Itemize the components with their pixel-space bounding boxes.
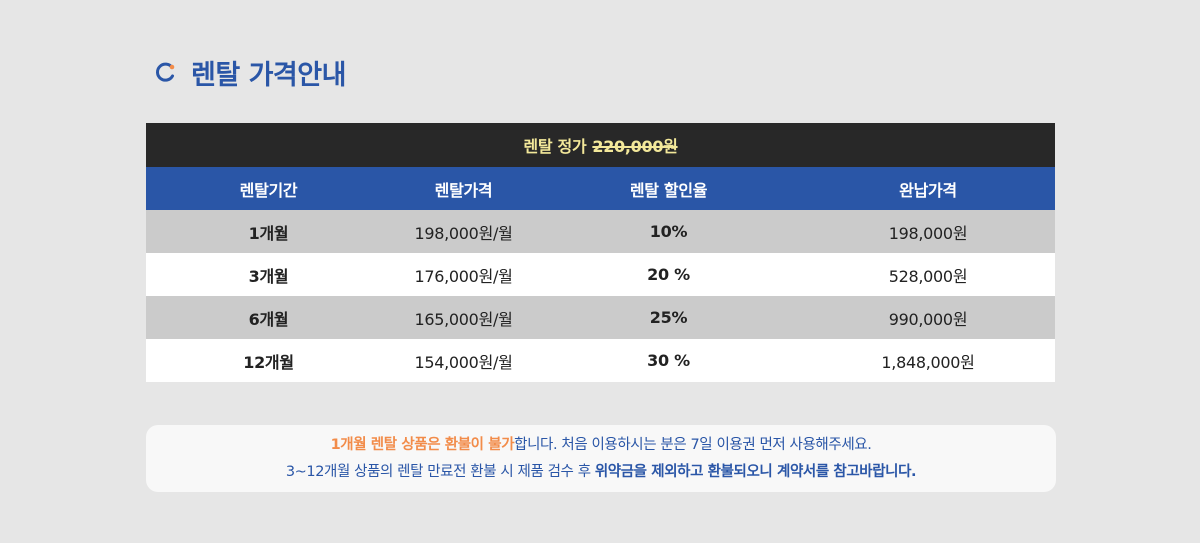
page-title: 렌탈 가격안내 — [155, 52, 346, 92]
notice-line-1: 1개월 렌탈 상품은 환불이 불가합니다. 처음 이용하시는 분은 7일 이용권… — [331, 432, 872, 459]
row-total: 198,000원 — [888, 223, 968, 243]
regular-price-bar: 렌탈 정가 220,000원 — [146, 123, 1055, 167]
refund-notice: 1개월 렌탈 상품은 환불이 불가합니다. 처음 이용하시는 분은 7일 이용권… — [146, 425, 1056, 492]
row-discount: 10% — [649, 222, 688, 241]
table-row: 6개월 165,000원/월 25% 990,000원 — [146, 296, 1055, 339]
row-discount: 20 % — [647, 265, 690, 284]
table-row: 12개월 154,000원/월 30 % 1,848,000원 — [146, 339, 1055, 382]
table-row: 1개월 198,000원/월 10% 198,000원 — [146, 210, 1055, 253]
header-price: 렌탈가격 — [434, 180, 493, 200]
header-discount: 렌탈 할인율 — [629, 180, 708, 200]
notice-emphasis: 위약금을 제외하고 환불되오니 계약서를 참고바랍니다. — [594, 463, 917, 480]
refresh-circle-icon — [155, 61, 177, 83]
header-total: 완납가격 — [899, 180, 957, 200]
table-header: 렌탈기간 렌탈가격 렌탈 할인율 완납가격 — [146, 167, 1055, 210]
row-period: 1개월 — [248, 223, 289, 243]
row-total: 990,000원 — [888, 309, 968, 329]
row-period: 3개월 — [248, 266, 289, 286]
row-total: 1,848,000원 — [881, 352, 975, 372]
notice-line-2: 3~12개월 상품의 렌탈 만료전 환불 시 제품 검수 후 위약금을 제외하고… — [285, 459, 917, 486]
row-period: 6개월 — [248, 309, 289, 329]
row-price: 198,000원/월 — [414, 223, 513, 243]
notice-text: 합니다. 처음 이용하시는 분은 7일 이용권 먼저 사용해주세요. — [514, 436, 872, 453]
regular-price-value: 220,000원 — [592, 137, 678, 156]
row-total: 528,000원 — [888, 266, 968, 286]
notice-text: 3~12개월 상품의 렌탈 만료전 환불 시 제품 검수 후 — [285, 463, 595, 480]
rental-price-table: 렌탈 정가 220,000원 렌탈기간 렌탈가격 렌탈 할인율 완납가격 1개월… — [146, 123, 1055, 382]
header-period: 렌탈기간 — [239, 180, 298, 200]
row-price: 154,000원/월 — [414, 352, 513, 372]
page-title-text: 렌탈 가격안내 — [191, 59, 346, 91]
notice-highlight: 1개월 렌탈 상품은 환불이 불가 — [330, 436, 515, 453]
regular-price-label: 렌탈 정가 — [523, 137, 587, 156]
row-price: 176,000원/월 — [414, 266, 513, 286]
row-period: 12개월 — [243, 352, 294, 372]
row-discount: 30 % — [647, 351, 690, 370]
row-price: 165,000원/월 — [414, 309, 513, 329]
table-row: 3개월 176,000원/월 20 % 528,000원 — [146, 253, 1055, 296]
row-discount: 25% — [649, 308, 688, 327]
